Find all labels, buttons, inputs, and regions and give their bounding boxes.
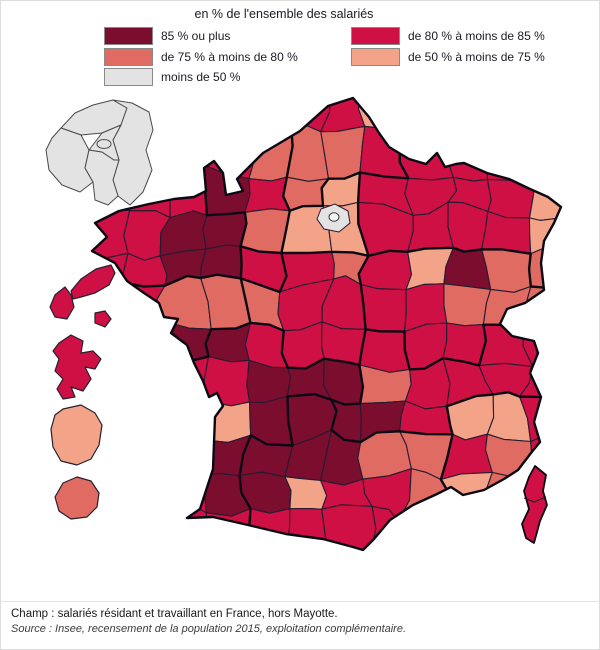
department-area xyxy=(320,125,366,180)
legend-label: moins de 50 % xyxy=(161,70,241,84)
department-area xyxy=(121,362,174,406)
department-area xyxy=(397,513,454,550)
department-area xyxy=(358,364,412,405)
legend-swatch-cl80to85 xyxy=(351,27,400,45)
department-area xyxy=(369,505,413,550)
department-area xyxy=(118,437,172,480)
department-area xyxy=(528,131,561,174)
department-area xyxy=(284,476,328,510)
legend-label: de 80 % à moins de 85 % xyxy=(408,29,545,43)
legend-label: de 50 % à moins de 75 % xyxy=(408,50,545,64)
department-area xyxy=(202,211,247,250)
department-area xyxy=(481,210,532,255)
overseas-guyane xyxy=(50,404,103,466)
department-area xyxy=(203,356,251,407)
department-area xyxy=(358,328,411,373)
legend: 85 % ou plus de 80 % à moins de 85 % de 75… xyxy=(1,1,599,91)
footer-champ: Champ : salariés résidant et travaillant… xyxy=(11,608,338,620)
department-area xyxy=(484,433,533,479)
department-area xyxy=(445,513,491,550)
overseas-la-reunion xyxy=(54,476,100,520)
department-area xyxy=(447,201,489,253)
department-area xyxy=(360,283,407,333)
department-area xyxy=(118,506,167,550)
department-area xyxy=(395,98,448,139)
department-area xyxy=(161,433,214,480)
mainland-outline xyxy=(90,96,563,552)
department-area xyxy=(246,98,292,142)
legend-label: de 75 % à moins de 80 % xyxy=(161,50,298,64)
department-area xyxy=(160,504,214,549)
legend-label: 85 % ou plus xyxy=(161,29,231,43)
legend-item-cl85plus: 85 % ou plus xyxy=(104,27,230,45)
department-area xyxy=(200,244,243,279)
legend-item-cl75to80: de 75 % à moins de 80 % xyxy=(104,48,298,66)
department-area xyxy=(204,98,253,143)
department-area xyxy=(482,513,530,550)
department-area xyxy=(121,400,169,446)
department-area xyxy=(209,401,252,443)
overseas-martinique xyxy=(52,334,102,400)
legend-item-cl80to85: de 80 % à moins de 85 % xyxy=(351,27,545,45)
paris-area xyxy=(316,203,351,233)
department-area xyxy=(160,135,211,175)
department-area xyxy=(520,98,561,138)
department-area xyxy=(160,98,212,144)
legend-swatch-cl75to80 xyxy=(104,48,153,66)
department-area xyxy=(161,401,214,442)
idf-inset xyxy=(45,99,154,206)
legend-swatch-clUnder50 xyxy=(104,68,153,86)
legend-swatch-cl50to75 xyxy=(351,48,400,66)
legend-item-cl50to75: de 50 % à moins de 75 % xyxy=(351,48,545,66)
paris-inner-ring xyxy=(328,212,340,222)
footer-source: Source : Insee, recensement de la popula… xyxy=(11,623,407,635)
footer-separator xyxy=(1,601,599,602)
legend-item-clUnder50: moins de 50 % xyxy=(104,68,240,86)
department-area xyxy=(398,132,454,181)
department-area xyxy=(120,281,166,330)
department-area xyxy=(522,284,561,333)
department-area xyxy=(479,98,530,145)
overseas-guadeloupe xyxy=(49,264,116,328)
idf-inset-paris-ring xyxy=(96,139,112,149)
department-area xyxy=(442,101,487,142)
department-area xyxy=(118,470,172,512)
mainland-departments xyxy=(92,98,561,550)
corsica xyxy=(521,465,548,544)
department-area xyxy=(247,126,294,182)
department-area xyxy=(321,504,377,550)
department-area xyxy=(359,125,409,179)
legend-swatch-cl85plus xyxy=(104,27,153,45)
department-area xyxy=(528,248,561,289)
department-area xyxy=(123,319,174,366)
map-title: en % de l'ensemble des salariés xyxy=(194,7,374,21)
